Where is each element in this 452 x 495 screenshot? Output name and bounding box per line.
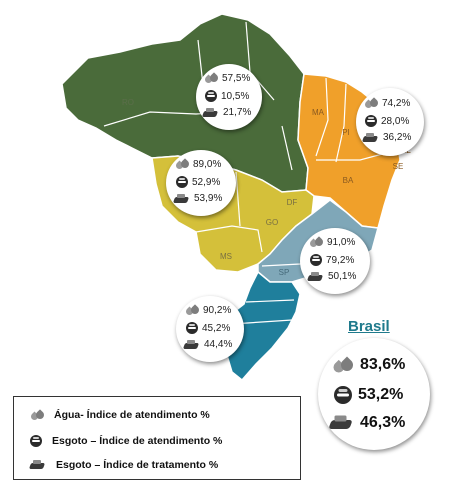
water-drops-icon — [309, 236, 323, 248]
water-drops-icon — [30, 409, 44, 421]
state-label-pi: PI — [342, 128, 350, 137]
centro-oeste-esgoto-value: 52,9% — [192, 176, 221, 188]
brasil-title: Brasil — [348, 318, 390, 335]
treatment-plant-icon — [174, 193, 190, 204]
legend: Água- Índice de atendimento % Esgoto – Í… — [13, 396, 301, 480]
sewer-manhole-icon — [205, 90, 217, 102]
treatment-plant-icon — [308, 271, 324, 282]
state-label-ma: MA — [312, 108, 324, 117]
region-norte-bubble: 57,5% 10,5% 21,7% — [196, 64, 262, 130]
water-drops-icon — [175, 158, 189, 170]
nordeste-esgoto-value: 28,0% — [381, 115, 410, 127]
state-label-se: SE — [392, 162, 404, 171]
treatment-plant-icon — [184, 339, 200, 350]
state-label-sp: SP — [278, 268, 290, 277]
state-label-df: DF — [286, 198, 298, 207]
region-nordeste-bubble: 74,2% 28,0% 36,2% — [356, 88, 424, 156]
sewer-manhole-icon — [310, 254, 322, 266]
treatment-plant-icon — [330, 415, 354, 431]
sul-tratamento-value: 44,4% — [204, 339, 233, 350]
water-drops-icon — [185, 304, 199, 316]
brasil-tratamento-value: 46,3% — [360, 414, 406, 431]
treatment-plant-icon — [30, 460, 46, 470]
sewer-manhole-icon — [176, 176, 188, 188]
sudeste-tratamento-value: 50,1% — [328, 271, 357, 282]
centro-oeste-agua-value: 89,0% — [193, 158, 222, 170]
sudeste-agua-value: 91,0% — [327, 236, 356, 248]
state-label-ms: MS — [220, 252, 232, 261]
water-drops-icon — [204, 72, 218, 84]
legend-esgoto: Esgoto – Índice de atendimento % — [52, 435, 223, 447]
treatment-plant-icon — [363, 132, 379, 143]
region-sul-bubble: 90,2% 45,2% 44,4% — [176, 296, 244, 362]
sewer-manhole-icon — [186, 322, 198, 334]
sul-esgoto-value: 45,2% — [202, 322, 231, 334]
state-label-go: GO — [265, 218, 279, 227]
nordeste-tratamento-value: 36,2% — [383, 132, 412, 143]
region-centro-oeste-bubble: 89,0% 52,9% 53,9% — [166, 150, 236, 216]
sewer-manhole-icon — [334, 386, 352, 404]
norte-agua-value: 57,5% — [222, 72, 251, 84]
legend-tratamento: Esgoto – Índice de tratamento % — [56, 459, 219, 471]
legend-agua: Água- Índice de atendimento % — [54, 409, 210, 421]
norte-esgoto-value: 10,5% — [221, 90, 250, 102]
brasil-agua-value: 83,6% — [360, 356, 406, 373]
water-drops-icon — [332, 356, 353, 374]
centro-oeste-tratamento-value: 53,9% — [194, 193, 223, 204]
sewer-manhole-icon — [365, 115, 377, 127]
state-label-ro: RO — [122, 98, 134, 107]
norte-tratamento-value: 21,7% — [223, 107, 252, 118]
nordeste-agua-value: 74,2% — [382, 97, 411, 109]
brasil-esgoto-value: 53,2% — [358, 386, 404, 403]
state-label-ba: BA — [342, 176, 354, 185]
sudeste-esgoto-value: 79,2% — [326, 254, 355, 266]
region-sudeste-bubble: 91,0% 79,2% 50,1% — [300, 228, 370, 294]
treatment-plant-icon — [203, 107, 219, 118]
water-drops-icon — [364, 97, 378, 109]
sewer-manhole-icon — [30, 435, 42, 447]
brasil-bubble: 83,6% 53,2% 46,3% — [318, 338, 430, 450]
sul-agua-value: 90,2% — [203, 304, 232, 316]
